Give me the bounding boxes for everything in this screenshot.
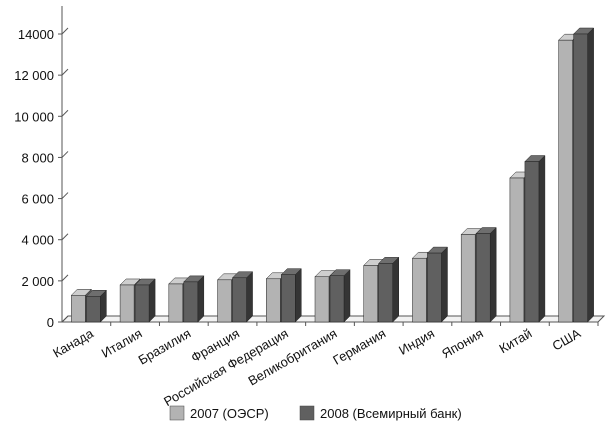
y-tick-label: 2 000	[21, 274, 54, 289]
category-label: Канада	[50, 325, 96, 360]
y-tick-label: 4 000	[21, 233, 54, 248]
bar-2008	[329, 269, 351, 323]
category-label: Бразилия	[136, 326, 194, 368]
y-tick-depth	[61, 192, 69, 199]
bar-2008	[134, 278, 156, 323]
bar-2008	[426, 246, 449, 323]
bar-2008	[378, 256, 400, 323]
category-label: Япония	[439, 326, 486, 362]
y-tick-depth	[61, 233, 69, 241]
category-label: Германия	[330, 326, 388, 368]
legend: 2007 (ОЭСР) 2008 (Всемирный банк)	[169, 405, 462, 421]
bar-2008	[524, 154, 546, 323]
bar-2008	[231, 271, 254, 323]
y-tick-depth	[61, 274, 69, 282]
y-tick-depth	[61, 27, 69, 35]
y-tick-depth	[61, 315, 69, 323]
bar-2008	[85, 289, 107, 323]
y-tick-depth	[61, 109, 69, 117]
y-tick-label: 0	[47, 315, 54, 330]
category-label: США	[550, 325, 584, 353]
category-label: Китай	[496, 326, 534, 357]
bar-2008	[573, 27, 595, 323]
y-tick-depth	[61, 151, 69, 158]
y-tick-label: 10 000	[14, 109, 54, 124]
y-tick-depth	[61, 68, 69, 76]
y-tick-label: 14000	[18, 27, 54, 42]
category-label: Великобритания	[246, 326, 340, 389]
y-tick-label: 12 000	[14, 68, 54, 83]
category-label: Индия	[396, 326, 437, 358]
legend-swatch	[169, 405, 185, 421]
bar-2008	[183, 275, 205, 323]
bar-2008	[475, 226, 497, 323]
y-tick-label: 8 000	[21, 150, 54, 165]
legend-label: 2007 (ОЭСР)	[190, 406, 269, 421]
legend-label: 2008 (Всемирный банк)	[320, 406, 462, 421]
bar-2008	[280, 268, 302, 323]
y-axis-ticks: 0 2 000 4 000 6 000 8 000 10 000 12 000 14000	[14, 27, 69, 330]
y-tick-label: 6 000	[21, 192, 54, 207]
bars	[70, 27, 595, 323]
legend-swatch	[299, 405, 315, 421]
